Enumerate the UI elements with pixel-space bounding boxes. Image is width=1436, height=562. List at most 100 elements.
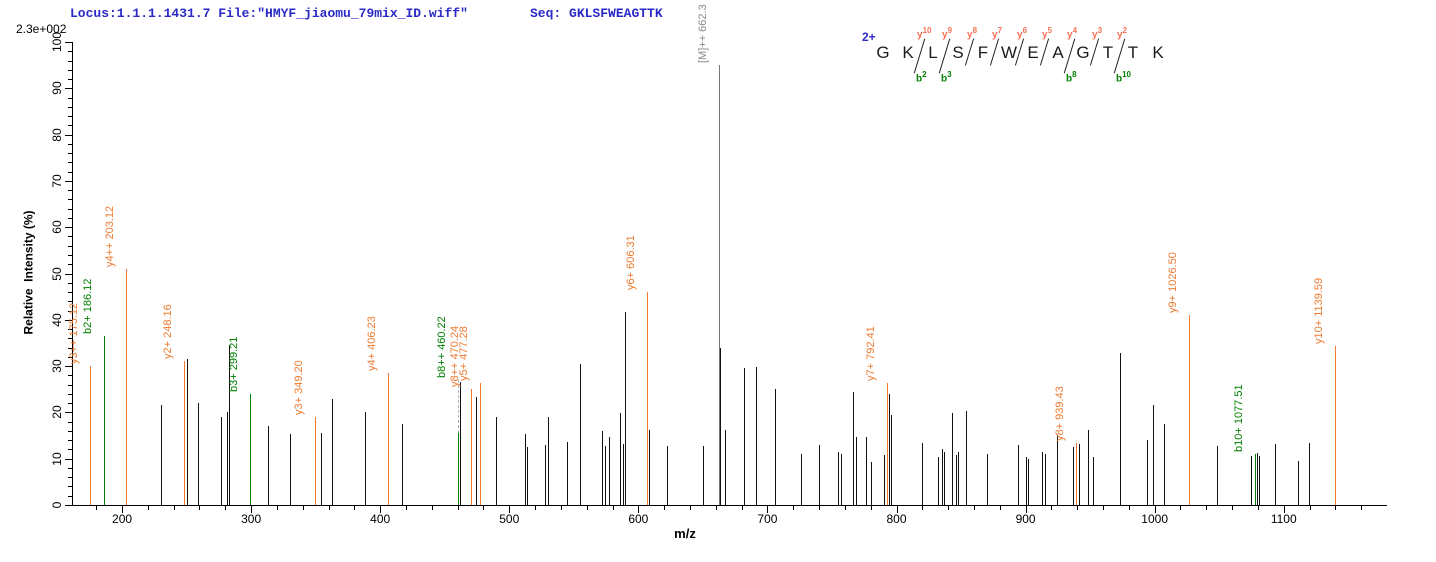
matched-peak: [886, 383, 888, 505]
peak: [402, 423, 404, 505]
residue: T: [1127, 43, 1139, 62]
seq-value: GKLSFWEAGTTK: [569, 6, 663, 21]
peak: [1153, 404, 1155, 505]
peak-label: b2+ 186.12: [82, 278, 95, 334]
x-tick-label: 1000: [1141, 512, 1168, 526]
cleavage-boundary: [1140, 26, 1151, 84]
peak: [888, 393, 890, 505]
cleavage-mark: [1089, 38, 1100, 66]
y-tick: [68, 245, 72, 247]
peak: [625, 312, 627, 505]
peak: [1017, 444, 1019, 505]
cleavage-boundary: y3: [1089, 26, 1103, 84]
x-tick-minor: [664, 506, 666, 510]
matched-peak: [388, 373, 390, 505]
y-tick: [68, 495, 72, 497]
peak-label: y9+ 1026.50: [1166, 252, 1179, 314]
b-ion-label: b2: [916, 69, 927, 84]
y-tick: [68, 171, 72, 173]
y-ion-label: y3: [1092, 26, 1103, 41]
peak: [1092, 456, 1094, 505]
peak: [459, 382, 461, 505]
y-ion-label: y7: [992, 26, 1003, 41]
peak: [941, 448, 943, 505]
peak: [838, 451, 840, 505]
x-tick-minor: [560, 506, 562, 510]
matched-peak: [1334, 346, 1336, 505]
x-tick-label: 700: [757, 512, 778, 526]
x-tick-minor: [535, 506, 537, 510]
peak: [1028, 458, 1030, 505]
peak: [702, 446, 704, 505]
y-tick: [68, 162, 72, 164]
y-tick: [68, 51, 72, 53]
peak: [891, 414, 893, 505]
x-tick-minor: [302, 506, 304, 510]
y-tick: [68, 356, 72, 358]
y-tick: [68, 347, 72, 349]
peak: [1078, 444, 1080, 505]
peak: [620, 413, 622, 505]
x-tick-minor: [1180, 506, 1182, 510]
y-tick: [65, 134, 72, 136]
x-tick-minor: [793, 506, 795, 510]
cleavage-boundary: y7: [989, 26, 1003, 84]
peak: [332, 398, 334, 505]
y-tick: [68, 430, 72, 432]
x-tick-minor: [96, 506, 98, 510]
y-tick: [68, 116, 72, 118]
peak-label: y3+ 349.20: [292, 360, 305, 416]
peak: [622, 443, 624, 505]
peak: [1251, 456, 1253, 505]
peak: [800, 454, 802, 505]
x-tick-label: 500: [499, 512, 520, 526]
locus-file-label: Locus:1.1.1.1431.7 File:"HMYF_jiaomu_79m…: [70, 6, 468, 21]
x-tick-minor: [1361, 506, 1363, 510]
sequence-header: Seq: GKLSFWEAGTTK: [530, 6, 663, 21]
cleavage-mark: [1063, 38, 1076, 74]
y-tick: [68, 329, 72, 331]
b-ion-label: b10: [1116, 69, 1132, 84]
y-tick: [68, 421, 72, 423]
cleavage-boundary: y5: [1039, 26, 1052, 84]
y-tick-label: 70: [50, 174, 64, 188]
matched-peak: [250, 393, 252, 505]
peak: [952, 413, 953, 505]
x-tick-minor: [586, 506, 588, 510]
x-tick-minor: [1309, 506, 1311, 510]
peak: [666, 446, 668, 505]
y-tick: [68, 60, 72, 62]
y-tick-label: 50: [50, 266, 64, 281]
peak: [160, 405, 162, 505]
x-tick-minor: [225, 506, 227, 510]
peak-label: y5+ 477.28: [457, 326, 470, 382]
y-ion-label: y9: [942, 26, 953, 41]
residue: F: [977, 43, 989, 62]
peak-label: y4++ 203.12: [104, 205, 117, 267]
y-tick-label: 100: [50, 31, 64, 53]
peak-label: y6+ 606.31: [624, 235, 637, 291]
matched-peak: [1076, 443, 1078, 505]
y-tick: [68, 69, 72, 71]
peak-label: y2+ 248.16: [162, 304, 175, 360]
seq-label: Seq:: [530, 6, 562, 21]
cleavage-boundary: y9 b3: [938, 26, 953, 84]
peak: [774, 389, 776, 505]
peak: [579, 364, 581, 505]
peak: [1025, 456, 1027, 505]
x-tick-minor: [406, 506, 408, 510]
x-tick-label: 200: [112, 512, 133, 526]
peak: [267, 426, 269, 505]
residue: K: [1152, 43, 1164, 62]
x-tick-major: [638, 506, 640, 513]
peak-label: y10+ 1139.59: [1312, 278, 1325, 345]
y-tick: [68, 236, 72, 238]
y-tick: [65, 42, 72, 43]
peak: [1163, 423, 1165, 505]
max-intensity-label: 2.3e+002: [16, 22, 67, 36]
peak: [648, 429, 650, 505]
peak: [186, 359, 188, 505]
peak: [883, 454, 885, 505]
